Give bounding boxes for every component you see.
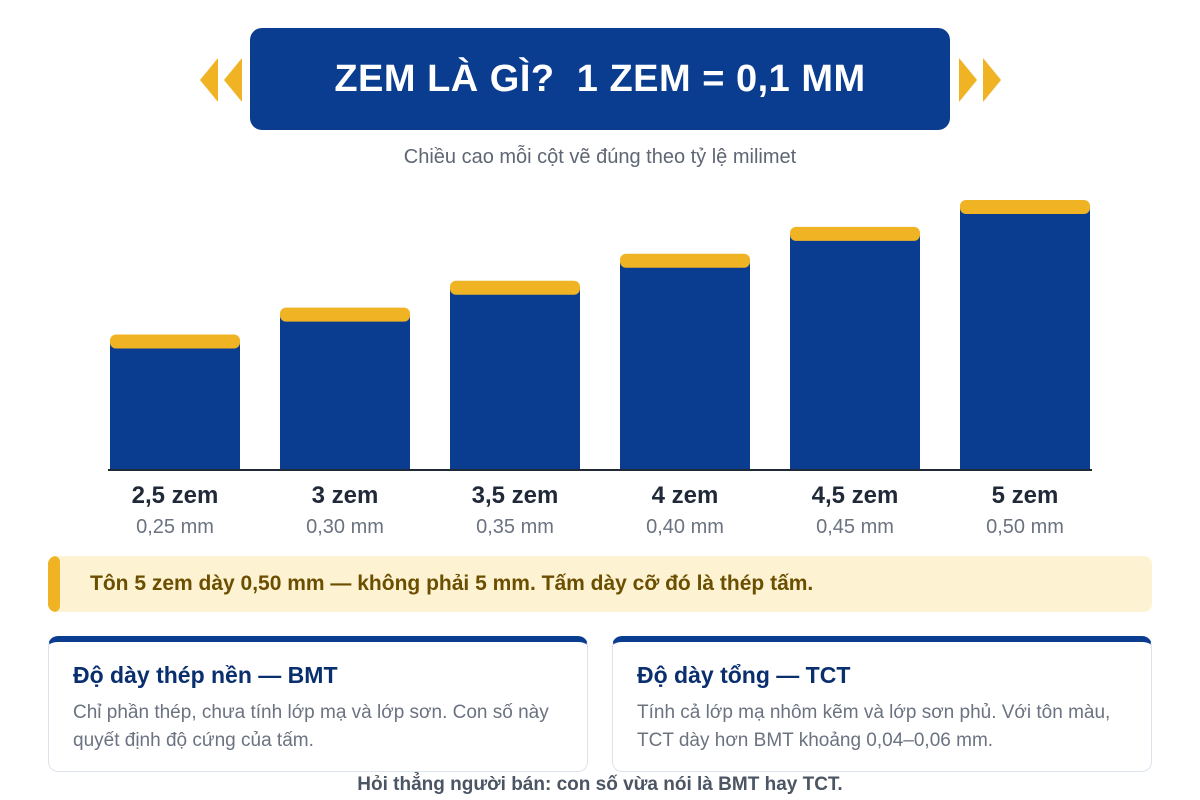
bar-1 xyxy=(280,314,410,469)
tct-card: Độ dày tổng — TCT Tính cả lớp mạ nhôm kẽ… xyxy=(612,636,1152,772)
category-label-3: 4 zem xyxy=(652,482,719,509)
note-text: Tôn 5 zem dày 0,50 mm — không phải 5 mm.… xyxy=(90,572,814,595)
bar-chart: 2,5 zem 0,25 mm 3 zem 0,30 mm 3,5 zem 0,35 mm… xyxy=(108,200,1092,538)
category-label-5: 5 zem xyxy=(992,482,1059,509)
bar-cap-5 xyxy=(960,200,1090,214)
bar-2 xyxy=(450,287,580,469)
right-chevrons-icon xyxy=(955,58,1003,102)
value-label-3: 0,40 mm xyxy=(646,516,724,538)
bar-5 xyxy=(960,207,1090,469)
tct-card-text: Tính cả lớp mạ nhôm kẽm và lớp sơn phủ. … xyxy=(637,702,1111,751)
bar-cap-1 xyxy=(280,307,410,322)
bar-0 xyxy=(110,341,240,469)
bar-cap-2 xyxy=(450,280,580,295)
footer-question: Hỏi thẳng người bán: con số vừa nói là B… xyxy=(357,774,843,795)
value-label-1: 0,30 mm xyxy=(306,516,384,538)
category-label-4: 4,5 zem xyxy=(812,482,899,509)
category-label-0: 2,5 zem xyxy=(132,482,219,509)
bar-4 xyxy=(790,233,920,469)
title-banner: ZEM LÀ GÌ? 1 ZEM = 0,1 MM xyxy=(250,28,950,130)
bmt-card-title: Độ dày thép nền — BMT xyxy=(73,662,338,688)
note-accent-bar xyxy=(48,556,60,612)
bmt-card-text: Chỉ phần thép, chưa tính lớp mạ và lớp s… xyxy=(73,702,549,751)
bar-cap-0 xyxy=(110,334,240,349)
value-label-2: 0,35 mm xyxy=(476,516,554,538)
value-label-4: 0,45 mm xyxy=(816,516,894,538)
tct-card-title: Độ dày tổng — TCT xyxy=(637,662,851,688)
bmt-card: Độ dày thép nền — BMT Chỉ phần thép, chư… xyxy=(48,636,588,772)
bar-cap-3 xyxy=(620,253,750,268)
bar-3 xyxy=(620,260,750,469)
left-chevrons-icon xyxy=(198,58,246,102)
category-label-2: 3,5 zem xyxy=(472,482,559,509)
page-title: ZEM LÀ GÌ? 1 ZEM = 0,1 MM xyxy=(334,57,866,100)
warning-note: Tôn 5 zem dày 0,50 mm — không phải 5 mm.… xyxy=(48,556,1152,612)
category-label-1: 3 zem xyxy=(312,482,379,509)
value-label-0: 0,25 mm xyxy=(136,516,214,538)
value-label-5: 0,50 mm xyxy=(986,516,1064,538)
bar-cap-4 xyxy=(790,226,920,241)
chart-subtitle: Chiều cao mỗi cột vẽ đúng theo tỷ lệ mil… xyxy=(403,146,797,168)
